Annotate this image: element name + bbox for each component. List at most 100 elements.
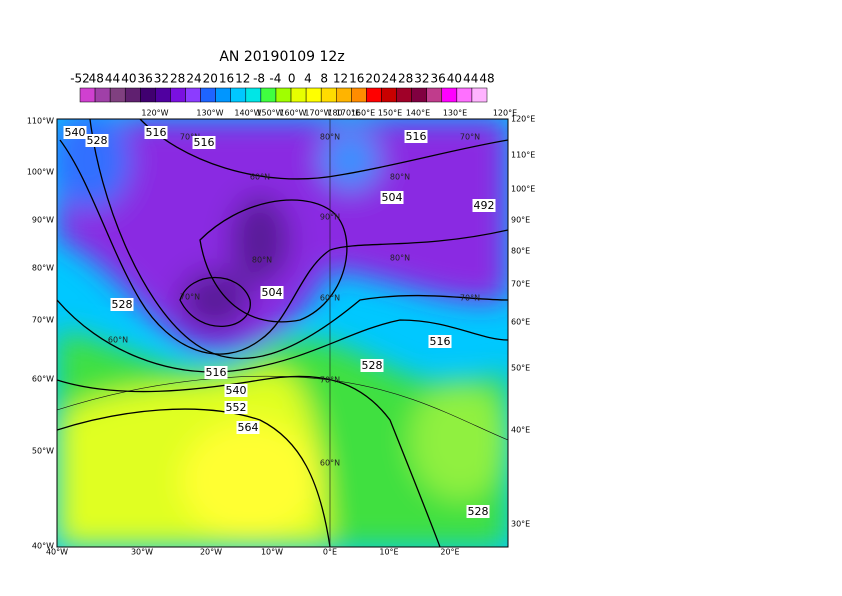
lon-label: 20°W (200, 548, 222, 557)
lon-label: 50°E (511, 364, 530, 373)
contour-label: 492 (474, 199, 495, 212)
colorbar-label: -4 (269, 72, 281, 86)
lon-label: 120°E (493, 109, 517, 118)
lon-label: 110°E (511, 151, 535, 160)
lon-label: 180 (327, 109, 342, 118)
colorbar-box (336, 87, 352, 103)
lon-label: 0°E (323, 548, 337, 557)
lon-label: 120°W (141, 109, 168, 118)
contour-label-bg (192, 136, 216, 149)
contour-label: 540 (226, 384, 247, 397)
lon-label: 150°W (256, 109, 283, 118)
lon-label: 170°E (336, 109, 360, 118)
colorbar-label: 32 (154, 72, 169, 86)
lon-label: 110°W (27, 117, 54, 126)
colorbar-label: 8 (320, 72, 328, 86)
lon-label: 140°E (406, 109, 430, 118)
contour-label: 516 (194, 136, 215, 149)
contour-label-bg (466, 505, 490, 518)
lat-label: 70°N (460, 294, 480, 303)
contour-label: 516 (146, 126, 167, 139)
colorbar-label: 4 (304, 72, 312, 86)
lon-label: 30°E (511, 520, 530, 529)
colorbar-label: 36 (137, 72, 152, 86)
lon-label: 50°W (32, 447, 54, 456)
contour-label: 504 (382, 191, 403, 204)
map-frame (56, 118, 509, 548)
lat-label: 80°N (252, 256, 272, 265)
colorbar-box (185, 87, 201, 103)
lat-label: 80°N (390, 173, 410, 182)
lat-label: 60°N (108, 336, 128, 345)
colorbar-box (200, 87, 216, 103)
lat-label: 70°N (180, 133, 200, 142)
lat-label: 60°N (320, 294, 340, 303)
lat-label: 60°N (250, 173, 270, 182)
lon-label: 120°E (511, 115, 535, 124)
colorbar-label: 12 (235, 72, 250, 86)
colorbar-label: 28 (170, 72, 185, 86)
contour-label-bg (404, 130, 428, 143)
contour-label-bg (63, 126, 87, 139)
contour-label-bg (224, 401, 248, 414)
lon-label: 60°E (511, 318, 530, 327)
colorbar-label: 24 (382, 72, 397, 86)
contour-label-bg (110, 298, 134, 311)
colorbar-box (426, 87, 443, 103)
lon-label: 140°W (234, 109, 261, 118)
colorbar-label: -8 (253, 72, 265, 86)
contour-label-bg (236, 421, 260, 434)
lon-label: 60°W (32, 375, 54, 384)
lat-label: 70°N (320, 376, 340, 385)
contour-label: 516 (430, 335, 451, 348)
lon-label: 40°W (32, 542, 54, 551)
contour-label-bg (380, 191, 404, 204)
contour-label: 516 (206, 366, 227, 379)
colorbar-label: 48 (479, 72, 494, 86)
labels: 110°W 100°W 90°W 80°W 70°W 60°W 50°W 40°W40°W 30… (27, 109, 536, 557)
contour-label: 552 (226, 401, 247, 414)
lon-label: 160°W (279, 109, 306, 118)
colorbar-label: 20 (365, 72, 380, 86)
colorbar-box (305, 87, 322, 103)
lon-label: 10°W (261, 548, 283, 557)
colorbar-box (155, 87, 171, 103)
title: AN 20190109 12z (219, 49, 344, 65)
contour-label-bg (144, 126, 168, 139)
colorbar-label: 12 (333, 72, 348, 86)
lat-label: 60°N (320, 459, 340, 468)
lon-label: 100°W (27, 168, 54, 177)
lon-label: 160°E (351, 109, 375, 118)
colorbar-box (396, 87, 412, 103)
lon-label: 130°E (443, 109, 467, 118)
contour-label: 528 (112, 298, 133, 311)
lon-label: 80°W (32, 264, 54, 273)
colorbar-label: 28 (398, 72, 413, 86)
contour-label: 504 (262, 286, 283, 299)
colorbar-box (109, 87, 126, 103)
lat-label: 70°N (180, 293, 200, 302)
lat-label: 70°N (460, 133, 480, 142)
contour-label: 528 (362, 359, 383, 372)
contour-label: 528 (468, 505, 489, 518)
colorbar-label: 0 (288, 72, 296, 86)
colorbar-label: 44 (105, 72, 120, 86)
colorbar-box (275, 87, 292, 103)
colorbar-box (290, 87, 307, 103)
colorbar-box (456, 87, 473, 103)
contour-label: 564 (238, 421, 259, 434)
colorbar-box (79, 87, 96, 103)
contour-label-bg (260, 286, 284, 299)
lon-label: 170°W (304, 109, 331, 118)
colorbar-label: -52 (70, 72, 90, 86)
lon-label: 20°E (440, 548, 459, 557)
lon-label: 40°W (46, 548, 68, 557)
lon-label: 70°W (32, 316, 54, 325)
colorbar-box (411, 87, 427, 103)
contour-label-bg (360, 359, 384, 372)
contour-label-bg (85, 134, 109, 147)
lon-label: 90°E (511, 216, 530, 225)
contour-label-bg (428, 335, 452, 348)
